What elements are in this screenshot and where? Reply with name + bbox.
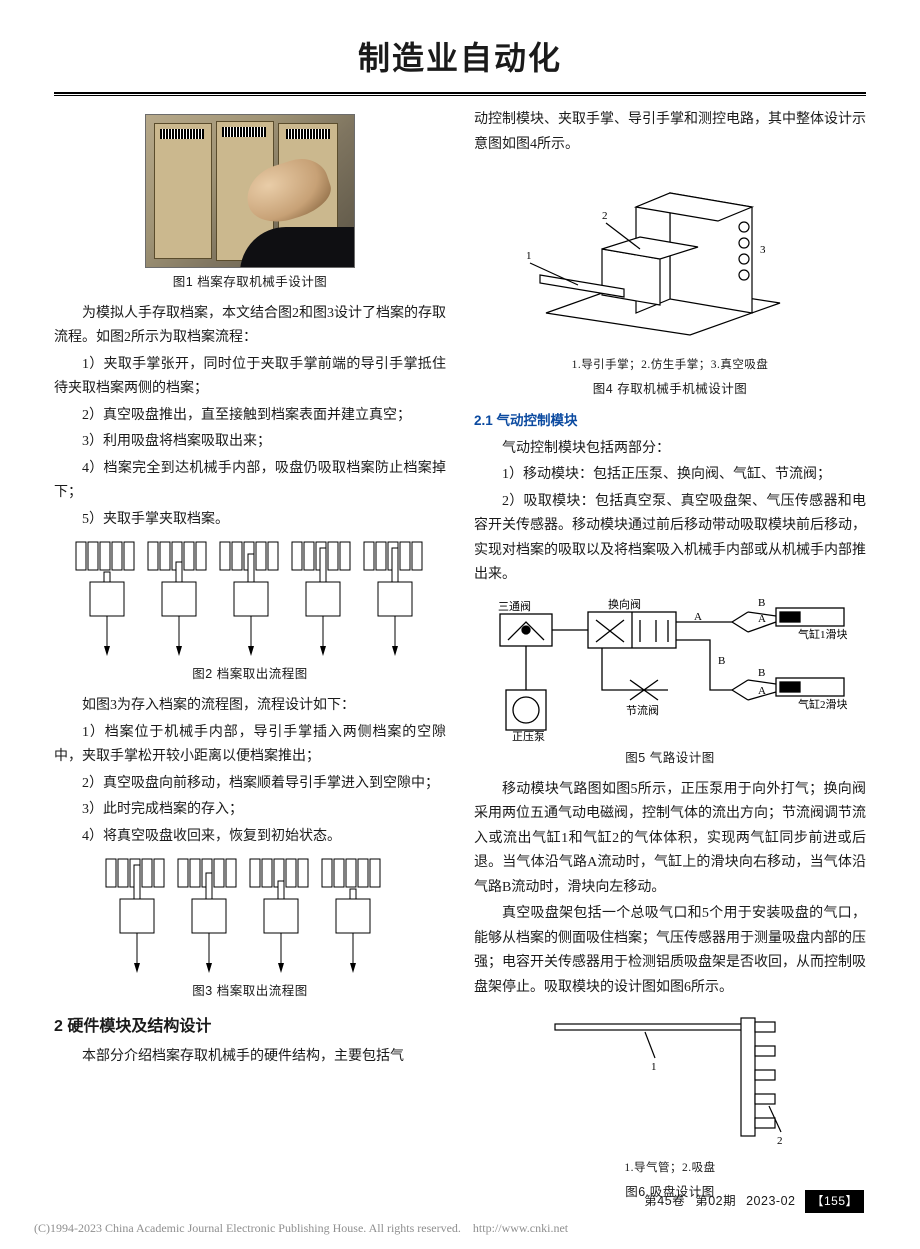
right-cont: 动控制模块、夹取手掌、导引手掌和测控电路，其中整体设计示意图如图4所示。 <box>474 108 866 157</box>
fig5-label-throttle: 节流阀 <box>626 703 659 717</box>
fig5-label-cyl1: 气缸1滑块 <box>798 627 848 641</box>
column-left: 图1 档案存取机械手设计图 为模拟人手存取档案，本文结合图2和图3设计了档案的存… <box>54 108 446 1212</box>
figure-5: 三通阀 换向阀 正压泵 节流阀 气缸1滑块 气缸2滑块 A A B B A B <box>474 594 866 770</box>
left-store-step-4: 4）将真空吸盘收回来，恢复到初始状态。 <box>54 825 446 850</box>
fig5-label-pump: 正压泵 <box>512 730 545 743</box>
running-footer: 第45卷 第02期 2023-02 【155】 <box>644 1190 864 1213</box>
mast-rule-thin <box>54 95 866 96</box>
figure-6-subcaption: 1.导气管；2.吸盘 <box>474 1158 866 1178</box>
figure-3: 图3 档案取出流程图 <box>54 855 446 1003</box>
fig5-label-A2: A <box>758 613 766 625</box>
section-2-1-heading: 2.1 气动控制模块 <box>474 409 866 433</box>
left-store-step-2: 2）真空吸盘向前移动，档案顺着导引手掌进入到空隙中； <box>54 772 446 797</box>
figure-4: 1 2 3 1.导引手掌；2.仿生手掌；3.真空吸盘 图4 存取机械手机械设计图 <box>474 163 866 401</box>
section-2-intro: 本部分介绍档案存取机械手的硬件结构，主要包括气 <box>54 1045 446 1070</box>
footer-page-badge: 【155】 <box>805 1190 864 1213</box>
copyright-line: (C)1994-2023 China Academic Journal Elec… <box>34 1218 568 1239</box>
figure-5-caption: 图5 气路设计图 <box>474 748 866 770</box>
section-2-heading: 2 硬件模块及结构设计 <box>54 1013 446 1041</box>
copyright-text: (C)1994-2023 China Academic Journal Elec… <box>34 1221 461 1235</box>
left-take-step-5: 5）夹取手掌夹取档案。 <box>54 508 446 533</box>
page: 制造业自动化 图1 档案存取机械手设计图 为模拟人手存取档案，本文结合图2和 <box>0 0 920 1212</box>
figure-4-svg: 1 2 3 <box>520 163 820 353</box>
fig5-label-A3: A <box>758 685 766 697</box>
figure-1-caption: 图1 档案存取机械手设计图 <box>54 272 446 294</box>
fig5-label-threeway: 三通阀 <box>498 599 531 613</box>
fig5-label-cyl2: 气缸2滑块 <box>798 697 848 711</box>
footer-issue: 第02期 <box>695 1191 736 1213</box>
figure-4-label-3: 3 <box>760 244 766 256</box>
footer-date: 2023-02 <box>746 1191 795 1213</box>
fig5-label-B1: B <box>718 655 725 667</box>
p-after-fig5-b: 真空吸盘架包括一个总吸气口和5个用于安装吸盘的气口，能够从档案的侧面吸住档案；气… <box>474 902 866 1000</box>
left-take-step-2: 2）真空吸盘推出，直至接触到档案表面并建立真空； <box>54 404 446 429</box>
figure-4-subcaption: 1.导引手掌；2.仿生手掌；3.真空吸盘 <box>474 355 866 375</box>
figure-4-label-2: 2 <box>602 210 608 222</box>
figure-6-svg: 1 2 <box>545 1006 795 1156</box>
fig6-label-2: 2 <box>777 1135 783 1147</box>
left-take-step-4: 4）档案完全到达机械手内部，吸盘仍吸取档案防止档案掉下； <box>54 457 446 506</box>
p-21-item-1: 1）移动模块：包括正压泵、换向阀、气缸、节流阀； <box>474 463 866 488</box>
left-intro-2: 如图3为存入档案的流程图，流程设计如下： <box>54 694 446 719</box>
copyright-link[interactable]: http://www.cnki.net <box>473 1221 568 1235</box>
fig5-label-direction: 换向阀 <box>608 597 641 611</box>
column-right: 动控制模块、夹取手掌、导引手掌和测控电路，其中整体设计示意图如图4所示。 <box>474 108 866 1212</box>
figure-2: 图2 档案取出流程图 <box>54 538 446 686</box>
fig6-label-1: 1 <box>651 1061 657 1073</box>
mast-rule-thick <box>54 92 866 94</box>
fig5-label-B3: B <box>758 667 765 679</box>
left-store-step-3: 3）此时完成档案的存入； <box>54 798 446 823</box>
figure-4-caption: 图4 存取机械手机械设计图 <box>474 379 866 401</box>
footer-volume: 第45卷 <box>644 1191 685 1213</box>
figure-2-svg <box>70 538 430 660</box>
left-take-step-1: 1）夹取手掌张开，同时位于夹取手掌前端的导引手掌抵住待夹取档案两侧的档案； <box>54 353 446 402</box>
fig5-label-A1: A <box>694 611 702 623</box>
figure-3-caption: 图3 档案取出流程图 <box>54 981 446 1003</box>
figure-3-svg <box>100 855 400 977</box>
figure-1: 图1 档案存取机械手设计图 <box>54 114 446 294</box>
figure-4-label-1: 1 <box>526 250 532 262</box>
figure-1-photo <box>145 114 355 268</box>
p-21-item-2: 2）吸取模块：包括真空泵、真空吸盘架、气压传感器和电容开关传感器。移动模块通过前… <box>474 490 866 588</box>
journal-mast: 制造业自动化 <box>54 24 866 90</box>
figure-6: 1 2 1.导气管；2.吸盘 图6 吸盘设计图 <box>474 1006 866 1204</box>
left-intro-1: 为模拟人手存取档案，本文结合图2和图3设计了档案的存取流程。如图2所示为取档案流… <box>54 302 446 351</box>
p-21-intro: 气动控制模块包括两部分： <box>474 437 866 462</box>
p-after-fig5-a: 移动模块气路图如图5所示，正压泵用于向外打气；换向阀采用两位五通气动电磁阀，控制… <box>474 778 866 901</box>
fig5-label-B2: B <box>758 597 765 609</box>
left-store-step-1: 1）档案位于机械手内部，导引手掌插入两侧档案的空隙中，夹取手掌松开较小距离以便档… <box>54 721 446 770</box>
two-columns: 图1 档案存取机械手设计图 为模拟人手存取档案，本文结合图2和图3设计了档案的存… <box>54 108 866 1212</box>
figure-5-svg: 三通阀 换向阀 正压泵 节流阀 气缸1滑块 气缸2滑块 A A B B A B <box>480 594 860 744</box>
left-take-step-3: 3）利用吸盘将档案吸取出来； <box>54 430 446 455</box>
figure-2-caption: 图2 档案取出流程图 <box>54 664 446 686</box>
